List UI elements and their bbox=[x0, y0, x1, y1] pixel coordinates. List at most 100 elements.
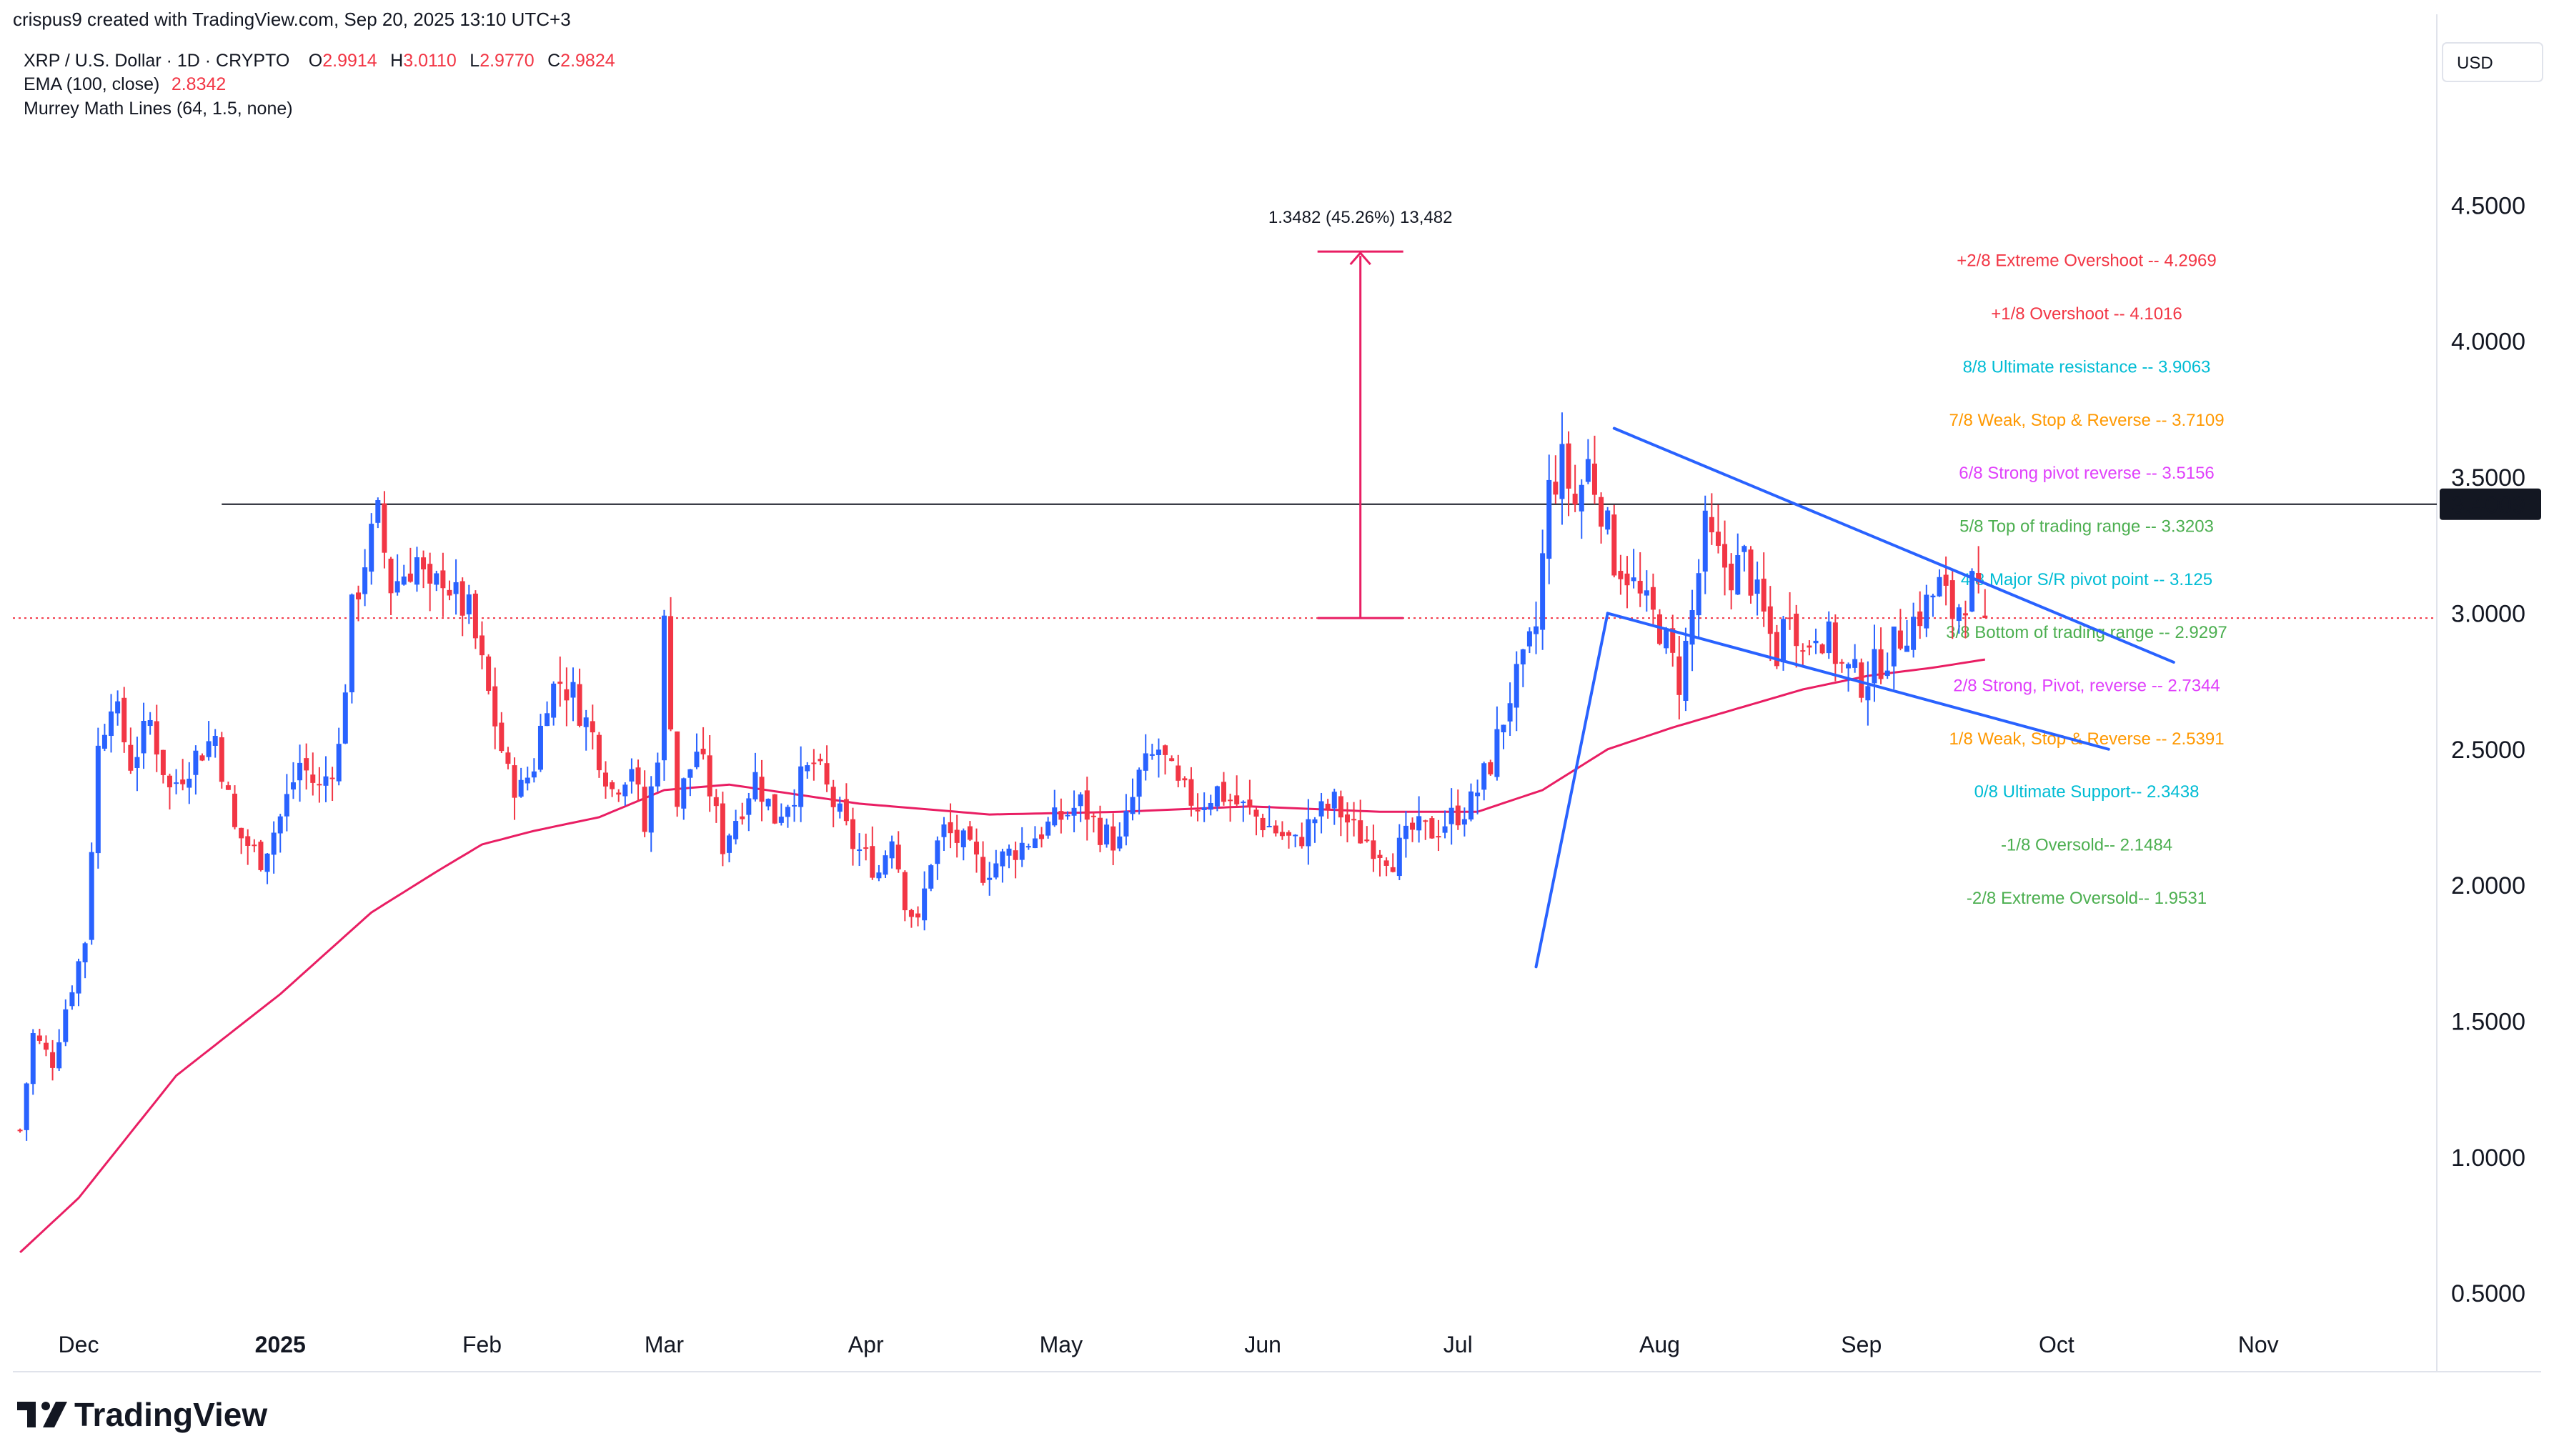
candle-body bbox=[310, 774, 316, 783]
candle bbox=[792, 789, 797, 822]
price-tick-label: 3.5000 bbox=[2451, 464, 2525, 492]
candle bbox=[1019, 827, 1025, 867]
price-highlight-badge[interactable] bbox=[2440, 488, 2541, 520]
candle-body bbox=[427, 564, 433, 584]
candle bbox=[271, 821, 277, 874]
candle bbox=[518, 767, 524, 798]
murrey-label[interactable]: +1/8 Overshoot -- 4.1016 bbox=[1991, 304, 2182, 324]
candle-body bbox=[941, 824, 947, 837]
candle bbox=[1149, 744, 1155, 760]
high-value: 3.0110 bbox=[403, 51, 457, 71]
trendline-flag-upper[interactable] bbox=[1612, 427, 2175, 664]
candle bbox=[141, 702, 146, 769]
candle bbox=[1045, 817, 1051, 839]
candle-body bbox=[1208, 802, 1213, 810]
price-tick-label: 4.0000 bbox=[2451, 329, 2525, 356]
candle-body bbox=[700, 749, 706, 754]
candle-body bbox=[1403, 825, 1408, 839]
candle bbox=[1338, 790, 1343, 837]
tradingview-logo[interactable]: TradingView bbox=[17, 1396, 267, 1433]
candle bbox=[1104, 818, 1110, 848]
candle bbox=[915, 906, 921, 927]
trendline-flag-lower[interactable] bbox=[1606, 612, 2110, 751]
candle bbox=[297, 744, 303, 802]
candle-body bbox=[154, 721, 159, 755]
candle-body bbox=[642, 787, 647, 832]
price-tick-label: 4.5000 bbox=[2451, 192, 2525, 219]
candle bbox=[805, 762, 810, 779]
candle bbox=[1461, 807, 1467, 837]
candle-body bbox=[180, 779, 186, 784]
candle bbox=[1553, 455, 1559, 504]
candle-body bbox=[713, 797, 719, 807]
murrey-label[interactable]: 1/8 Weak, Stop & Reverse -- 2.5391 bbox=[1949, 729, 2224, 749]
candle bbox=[1605, 507, 1611, 535]
candle-body bbox=[271, 832, 277, 855]
candle bbox=[232, 785, 238, 829]
candle bbox=[967, 821, 973, 842]
candle bbox=[850, 807, 855, 866]
trendline-flagpole[interactable] bbox=[1534, 612, 1609, 969]
candle-body bbox=[76, 961, 81, 994]
candle bbox=[1052, 789, 1058, 827]
measure-tool[interactable]: 1.3482 (45.26%) 13,482 bbox=[1268, 208, 1453, 619]
candle bbox=[824, 745, 830, 792]
murrey-label[interactable]: +2/8 Extreme Overshoot -- 4.2969 bbox=[1957, 251, 2217, 271]
candle-body bbox=[466, 594, 472, 614]
candle bbox=[577, 668, 582, 728]
murrey-label[interactable]: 5/8 Top of trading range -- 3.3203 bbox=[1959, 517, 2214, 536]
ema-layer bbox=[19, 658, 1986, 1254]
candle-body bbox=[1084, 790, 1090, 820]
candle-body bbox=[421, 557, 427, 569]
murrey-label[interactable]: 7/8 Weak, Stop & Reverse -- 3.7109 bbox=[1949, 411, 2224, 430]
time-axis[interactable]: Dec 2025 Feb Mar Apr May Jun Jul Aug Sep Oct Nov bbox=[59, 1332, 2279, 1357]
murrey-legend[interactable]: Murrey Math Lines (64, 1.5, none) bbox=[24, 99, 293, 119]
candle-body bbox=[1729, 563, 1734, 591]
candle bbox=[570, 667, 576, 722]
murrey-label[interactable]: 2/8 Strong, Pivot, reverse -- 2.7344 bbox=[1953, 677, 2220, 696]
candle-body bbox=[252, 844, 257, 847]
candle bbox=[1878, 627, 1884, 684]
ema-legend[interactable]: EMA (100, close) 2.8342 bbox=[24, 74, 226, 94]
candle bbox=[356, 585, 362, 622]
ema-line[interactable] bbox=[19, 658, 1986, 1254]
candle bbox=[785, 804, 790, 828]
candle-body bbox=[1859, 662, 1864, 698]
candle-body bbox=[1689, 610, 1695, 645]
candle bbox=[1507, 682, 1513, 736]
candle-body bbox=[1032, 838, 1038, 849]
candle-body bbox=[212, 736, 218, 746]
murrey-label[interactable]: 0/8 Ultimate Support-- 2.3438 bbox=[1974, 782, 2200, 802]
murrey-label[interactable]: 4/8 Major S/R pivot point -- 3.125 bbox=[1961, 570, 2212, 589]
candle bbox=[857, 833, 863, 867]
murrey-label[interactable]: -2/8 Extreme Oversold-- 1.9531 bbox=[1967, 889, 2207, 908]
murrey-label[interactable]: 6/8 Strong pivot reverse -- 3.5156 bbox=[1959, 464, 2215, 483]
price-tick-label: 1.5000 bbox=[2451, 1008, 2525, 1035]
candle bbox=[277, 814, 283, 853]
candle bbox=[239, 827, 244, 854]
candle-body bbox=[1097, 817, 1103, 845]
ohlc-legend[interactable]: XRP / U.S. Dollar · 1D · CRYPTO O2.9914 … bbox=[24, 51, 615, 71]
candle bbox=[1032, 826, 1038, 849]
time-tick-label: Aug bbox=[1639, 1332, 1680, 1357]
candle-body bbox=[1657, 614, 1663, 644]
candle bbox=[1807, 640, 1812, 656]
murrey-label[interactable]: -1/8 Oversold-- 2.1484 bbox=[2001, 836, 2172, 855]
candle bbox=[811, 749, 817, 781]
candle bbox=[1624, 556, 1630, 609]
candle-body bbox=[1553, 482, 1559, 495]
candle-body bbox=[798, 766, 804, 807]
candle-body bbox=[199, 755, 205, 761]
currency-selector[interactable]: USD bbox=[2442, 42, 2543, 82]
candle-body bbox=[1865, 686, 1871, 701]
murrey-label[interactable]: 8/8 Ultimate resistance -- 3.9063 bbox=[1963, 357, 2211, 377]
candle bbox=[154, 704, 159, 772]
candle-body bbox=[1266, 826, 1272, 828]
candle bbox=[1794, 604, 1799, 668]
price-axis[interactable]: 4.5000 4.0000 3.5000 3.0000 2.5000 2.0000 1.50… bbox=[2440, 192, 2541, 1307]
candle-body bbox=[1442, 826, 1448, 833]
candle-body bbox=[1104, 824, 1110, 844]
price-tick-label: 3.0000 bbox=[2451, 600, 2525, 627]
candle-body bbox=[1599, 497, 1604, 527]
trendlines[interactable] bbox=[1534, 427, 2175, 969]
